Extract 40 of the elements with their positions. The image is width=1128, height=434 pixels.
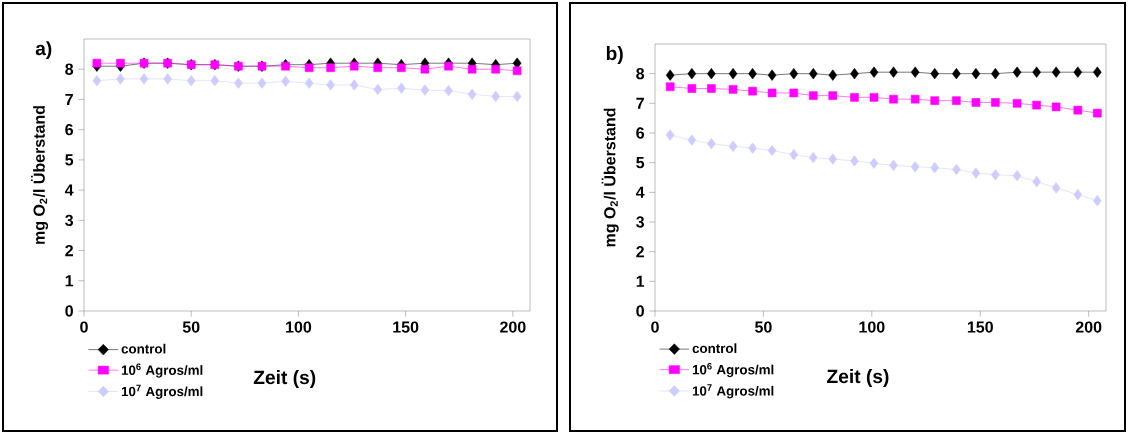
x-tick-label: 0 <box>80 321 88 333</box>
y-tick-label: 4 <box>64 184 74 196</box>
y-axis-title: mg O$_{2}$/l Überstand <box>31 106 49 244</box>
x-tick-label: 50 <box>182 321 200 333</box>
y-tick-label: 3 <box>65 214 74 227</box>
y-tick-label: 0 <box>636 305 644 317</box>
x-tick-label: 50 <box>755 321 772 333</box>
x-tick-label: 200 <box>500 321 526 333</box>
y-tick-label: 8 <box>65 63 74 75</box>
x-tick-label: 0 <box>651 321 659 333</box>
chart-title: a) <box>35 41 52 60</box>
y-tick-label: 4 <box>635 186 645 198</box>
y-tick-label: 5 <box>636 157 645 169</box>
y-tick-label: 1 <box>65 275 74 287</box>
y-tick-label: 2 <box>636 246 644 258</box>
y-tick-label: 3 <box>636 216 645 228</box>
x-tick-label: 100 <box>859 321 885 333</box>
y-tick-label: 1 <box>636 275 645 287</box>
x-axis-title: Zeit (s) <box>827 369 889 387</box>
y-axis-title: mg O$_{2}$/l Überstand <box>601 108 619 247</box>
legend-label: control <box>692 343 737 354</box>
y-tick-label: 7 <box>65 93 73 105</box>
y-tick-label: 8 <box>636 68 645 80</box>
x-tick-label: 150 <box>967 321 993 333</box>
x-tick-label: 150 <box>393 321 419 333</box>
y-tick-label: 5 <box>65 154 74 166</box>
chart-title: b) <box>606 46 623 64</box>
legend-label: 10$^{6}$ Agros/ml <box>121 363 203 378</box>
x-tick-label: 100 <box>286 321 312 333</box>
legend-label: control <box>121 343 166 354</box>
y-tick-label: 0 <box>65 305 73 317</box>
y-tick-label: 6 <box>636 127 645 139</box>
x-axis-title: Zeit (s) <box>253 370 316 388</box>
legend-label: 10$^{7}$ Agros/ml <box>692 384 774 399</box>
y-tick-label: 7 <box>636 97 644 109</box>
y-tick-label: 2 <box>65 244 73 257</box>
y-tick-label: 6 <box>65 124 74 136</box>
x-tick-label: 200 <box>1075 321 1102 333</box>
legend-label: 10$^{7}$ Agros/ml <box>121 384 203 399</box>
legend-label: 10$^{6}$ Agros/ml <box>692 362 774 378</box>
